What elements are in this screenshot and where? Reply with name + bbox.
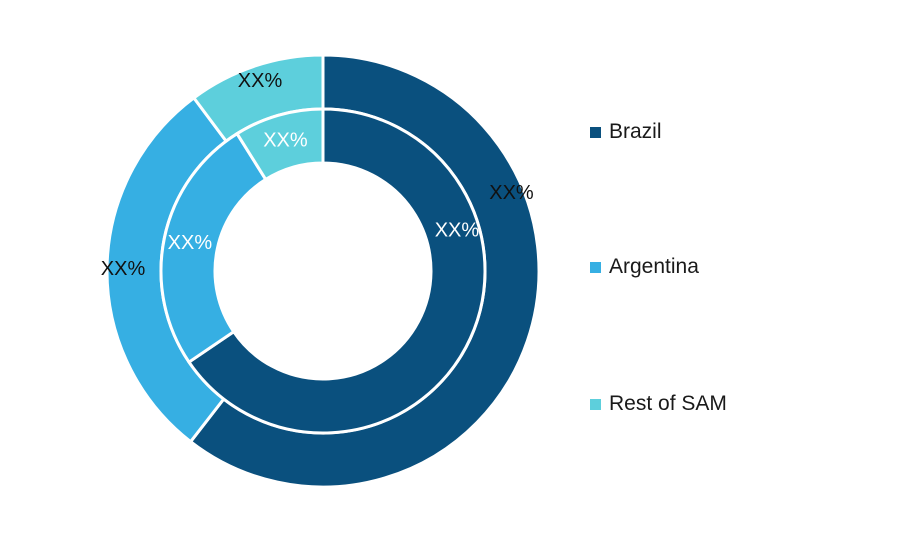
legend-item-rest-of-sam: Rest of SAM (590, 392, 727, 416)
legend-label-brazil: Brazil (609, 120, 662, 143)
outer-label-argentina: XX% (101, 258, 146, 280)
outer-label-brazil: XX% (489, 182, 534, 204)
inner-slice-rest-of-sam (234, 107, 325, 182)
inner-label-rest-of-sam: XX% (263, 129, 308, 151)
slice-labels: XX% XX% XX% XX% XX% XX% (101, 70, 534, 280)
legend-item-brazil: Brazil (590, 120, 662, 144)
inner-ring (159, 107, 487, 435)
inner-label-brazil: XX% (435, 219, 480, 241)
legend-label-argentina: Argentina (609, 255, 699, 278)
legend-label-rest-of-sam: Rest of SAM (609, 392, 727, 415)
outer-label-rest-of-sam: XX% (238, 70, 283, 92)
legend-swatch-rest-of-sam (590, 398, 601, 410)
inner-slice-brazil (186, 107, 487, 435)
legend-swatch-brazil (590, 126, 601, 138)
inner-label-argentina: XX% (168, 232, 213, 254)
legend-item-argentina: Argentina (590, 255, 699, 279)
legend-swatch-argentina (590, 261, 601, 273)
